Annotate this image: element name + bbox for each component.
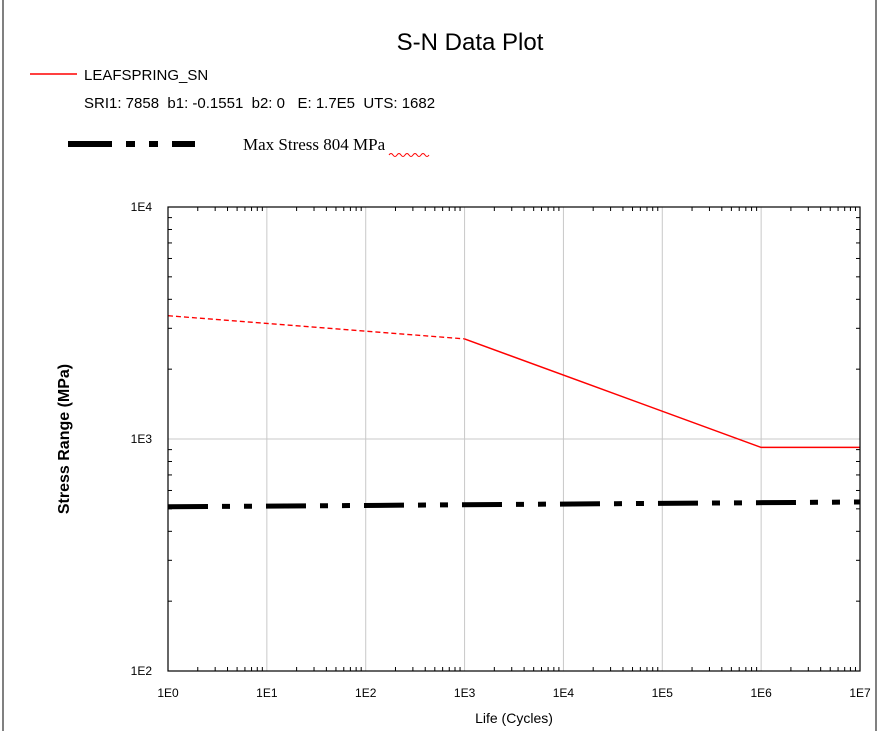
x-tick-label: 1E4 — [553, 686, 575, 700]
y-tick-label: 1E4 — [131, 200, 153, 214]
x-tick-labels: 1E0 1E1 1E2 1E3 1E4 1E5 1E6 1E7 — [157, 686, 871, 700]
x-tick-label: 1E7 — [849, 686, 871, 700]
y-tick-labels: 1E2 1E3 1E4 — [131, 200, 153, 678]
y-axis-label: Stress Range (MPa) — [56, 364, 73, 514]
legend-label-leafspring: LEAFSPRING_SN — [84, 67, 208, 84]
y-tick-label: 1E2 — [131, 664, 153, 678]
x-axis-label: Life (Cycles) — [475, 710, 553, 726]
series-layer — [167, 315, 861, 510]
x-tick-label: 1E5 — [652, 686, 674, 700]
x-tick-label: 1E2 — [355, 686, 377, 700]
x-tick-label: 1E6 — [750, 686, 772, 700]
x-tick-label: 1E1 — [256, 686, 278, 700]
series-max-stress-804-mpa-dash-dot-line — [167, 499, 861, 510]
legend-parameters-leafspring: SRI1: 7858 b1: -0.1551 b2: 0 E: 1.7E5 UT… — [84, 95, 435, 112]
legend-label-max-stress: Max Stress 804 MPa — [243, 135, 386, 154]
plot-border — [167, 206, 861, 672]
series-leafspring-sn-dashed-line — [167, 315, 465, 340]
x-tick-label: 1E0 — [157, 686, 179, 700]
chart-title: S-N Data Plot — [397, 29, 544, 56]
series-leafspring-sn-solid-line — [464, 338, 860, 449]
x-tick-label: 1E3 — [454, 686, 476, 700]
spellcheck-squiggle — [388, 153, 430, 157]
y-tick-label: 1E3 — [131, 432, 153, 446]
